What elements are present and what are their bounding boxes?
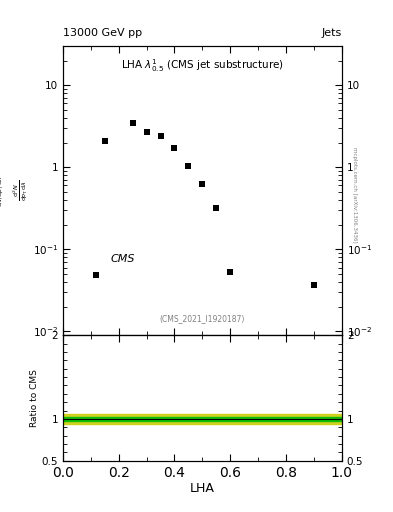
Y-axis label: Ratio to CMS: Ratio to CMS: [30, 369, 39, 427]
Point: [199, 180, 206, 188]
Y-axis label: $\frac{1}{\mathrm{d}N/\mathrm{d}p_\mathrm{T}\,\mathrm{d}\lambda}$
$\frac{\mathrm: $\frac{1}{\mathrm{d}N/\mathrm{d}p_\mathr…: [0, 175, 30, 207]
Text: CMS: CMS: [110, 254, 135, 264]
X-axis label: LHA: LHA: [190, 482, 215, 496]
Point: [311, 281, 317, 289]
Text: 13000 GeV pp: 13000 GeV pp: [63, 28, 142, 38]
Text: (CMS_2021_I1920187): (CMS_2021_I1920187): [160, 314, 245, 324]
Text: LHA $\lambda^{1}_{0.5}$ (CMS jet substructure): LHA $\lambda^{1}_{0.5}$ (CMS jet substru…: [121, 58, 284, 74]
Bar: [63, 414, 342, 423]
Point: [101, 137, 108, 145]
Point: [171, 144, 178, 153]
Text: mcplots.cern.ch [arXiv:1306.3436]: mcplots.cern.ch [arXiv:1306.3436]: [352, 147, 357, 242]
Point: [157, 132, 164, 140]
Point: [185, 161, 192, 169]
Point: [143, 128, 150, 136]
Point: [130, 119, 136, 127]
Point: [93, 271, 99, 280]
Bar: [63, 417, 342, 421]
Point: [227, 268, 233, 276]
Text: Jets: Jets: [321, 28, 342, 38]
Point: [213, 204, 220, 212]
